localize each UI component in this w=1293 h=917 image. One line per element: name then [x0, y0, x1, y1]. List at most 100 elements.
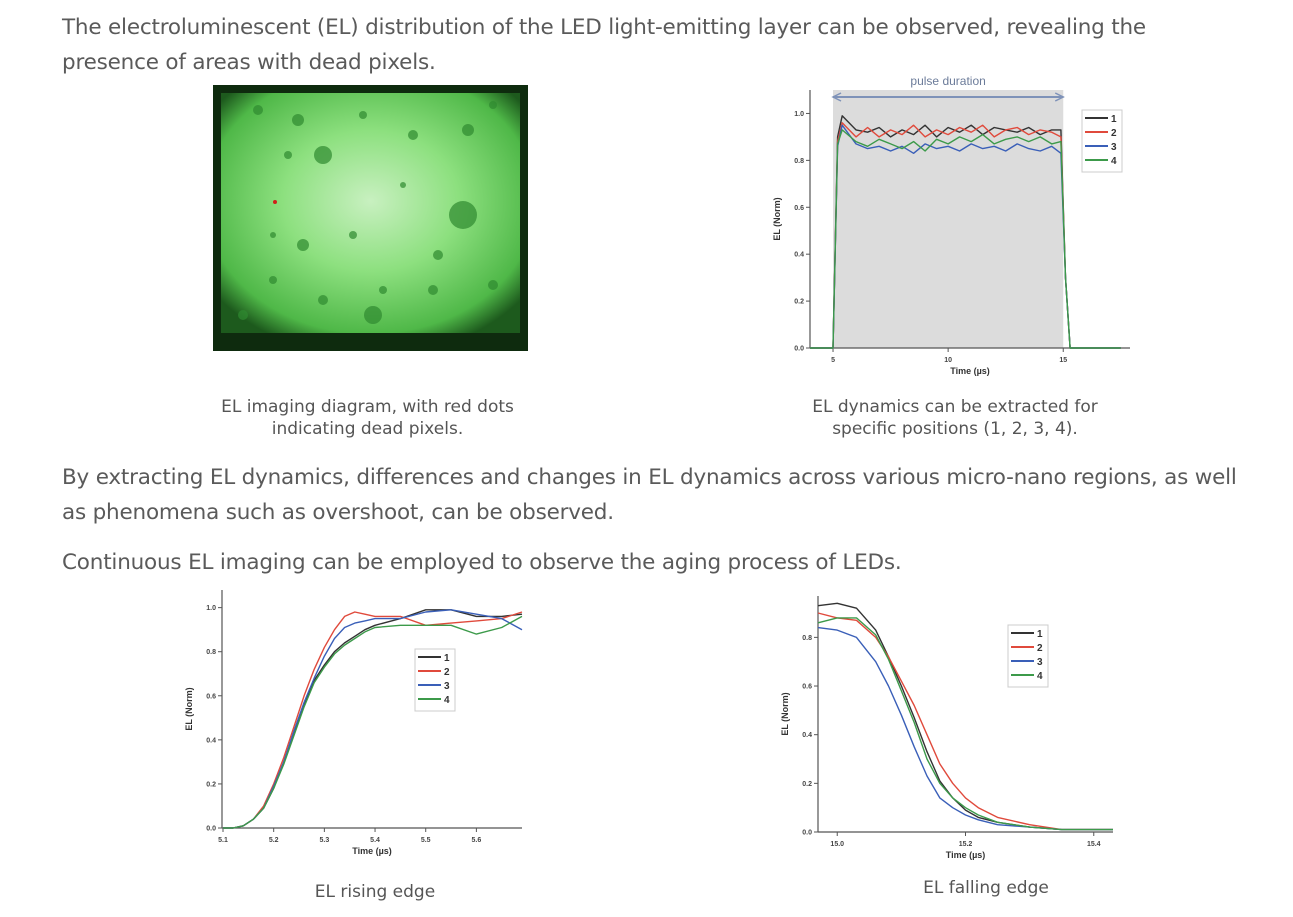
series-line-4 [810, 129, 1121, 349]
y-tick-label: 0.6 [206, 693, 216, 700]
series-line-2 [817, 612, 1113, 831]
y-tick-label: 0.0 [794, 346, 804, 353]
y-tick-label: 0.2 [794, 299, 804, 306]
x-tick-label: 15.0 [830, 841, 844, 848]
y-tick-label: 0.6 [794, 205, 804, 212]
x-tick-label: 15.2 [959, 841, 973, 848]
series-line-1 [810, 115, 1121, 349]
x-tick-label: 5.1 [218, 837, 228, 844]
rising-edge-caption: EL rising edge [314, 882, 436, 902]
legend-label: 2 [1037, 643, 1043, 654]
x-tick-label: 5.4 [370, 837, 380, 844]
series-line-2 [223, 611, 523, 829]
dark-spot [270, 232, 276, 238]
x-tick-label: 5 [831, 357, 835, 364]
y-tick-label: 1.0 [206, 605, 216, 612]
legend-label: 3 [1111, 142, 1117, 153]
intro-paragraph: The electroluminescent (EL) distribution… [62, 15, 1146, 75]
x-tick-label: 5.3 [319, 837, 329, 844]
dark-spot [400, 182, 406, 188]
x-tick-label: 5.5 [421, 837, 431, 844]
y-tick-label: 0.0 [802, 830, 812, 837]
shaded-pulse-region [833, 90, 1064, 348]
el-dynamics-caption: EL dynamics can be extracted for specifi… [770, 396, 1140, 440]
x-tick-label: 10 [944, 357, 952, 364]
legend-label: 1 [444, 653, 450, 664]
dark-spot [364, 306, 382, 324]
dark-spot [449, 201, 477, 229]
falling-edge-caption: EL falling edge [923, 878, 1049, 898]
y-axis-label: EL (Norm) [184, 687, 194, 730]
x-tick-label: 15.4 [1087, 841, 1101, 848]
dark-spot [428, 285, 438, 295]
dark-spot [238, 310, 248, 320]
y-tick-label: 0.4 [794, 252, 804, 259]
x-axis-label: Time (µs) [946, 850, 986, 860]
falling-edge-chart: 15.0 15.2 15.4 0.0 0.2 0.4 0.6 0.8 Time (µs) EL (… [780, 596, 1113, 860]
legend-label: 4 [1111, 156, 1117, 167]
caption-line: indicating dead pixels. [271, 419, 464, 439]
legend-box [414, 648, 456, 712]
y-tick-label: 0.8 [206, 649, 216, 656]
legend-box [1007, 624, 1049, 688]
y-tick-label: 0.6 [802, 684, 812, 691]
arrowhead [831, 92, 1065, 102]
dark-spot [269, 276, 277, 284]
el-image [213, 85, 528, 351]
dark-spot [314, 146, 332, 164]
dark-spot [408, 130, 418, 140]
series-line-4 [223, 615, 523, 829]
legend-label: 2 [1111, 128, 1117, 139]
series-line-1 [817, 602, 1113, 831]
dark-spot [349, 231, 357, 239]
dark-spot [488, 280, 498, 290]
dark-spot [489, 101, 497, 109]
el-dynamics-chart: pulse duration 5 10 15 0.0 0.2 0.4 0.6 0.8 1.0 Tim… [772, 74, 1130, 376]
y-tick-label: 0.0 [206, 826, 216, 833]
rising-edge-chart: 5.1 5.2 5.3 5.4 5.5 5.6 0.0 0.2 0.4 0.6 0.8 1.0 Time… [184, 590, 523, 856]
y-tick-label: 0.2 [206, 781, 216, 788]
dynamics-paragraph: By extracting EL dynamics, differences a… [62, 465, 1237, 525]
legend-label: 4 [1037, 671, 1043, 682]
dark-spot [292, 114, 304, 126]
dark-spot [379, 286, 387, 294]
aging-paragraph: Continuous EL imaging can be employed to… [62, 550, 902, 575]
legend-label: 2 [444, 667, 450, 678]
y-tick-label: 0.4 [206, 737, 216, 744]
dark-spot [433, 250, 443, 260]
x-tick-label: 5.6 [472, 837, 482, 844]
caption-line: EL imaging diagram, with red dots [221, 397, 514, 417]
series-line-3 [810, 124, 1121, 349]
legend-label: 1 [1037, 629, 1043, 640]
dark-spot [462, 124, 474, 136]
series-line-4 [817, 617, 1113, 831]
y-tick-label: 0.8 [794, 158, 804, 165]
pulse-duration-label: pulse duration [910, 74, 985, 88]
dark-spot [284, 151, 292, 159]
dark-spot [297, 239, 309, 251]
y-axis-label: EL (Norm) [772, 197, 782, 240]
series-line-3 [817, 626, 1113, 831]
y-tick-label: 1.0 [794, 111, 804, 118]
y-axis-label: EL (Norm) [780, 692, 790, 735]
caption-line: EL dynamics can be extracted for [812, 397, 1098, 417]
x-tick-label: 5.2 [269, 837, 279, 844]
caption-line: specific positions (1, 2, 3, 4). [832, 419, 1078, 439]
dark-spot [318, 295, 328, 305]
dark-spot [359, 111, 367, 119]
y-tick-label: 0.4 [802, 732, 812, 739]
legend-label: 3 [444, 681, 450, 692]
y-tick-label: 0.8 [802, 635, 812, 642]
series-line-2 [810, 122, 1121, 349]
x-tick-label: 15 [1059, 357, 1067, 364]
x-axis-label: Time (µs) [950, 366, 990, 376]
legend-box [1081, 109, 1123, 173]
el-image-caption: EL imaging diagram, with red dots indica… [190, 396, 545, 440]
legend-label: 1 [1111, 114, 1117, 125]
legend-label: 3 [1037, 657, 1043, 668]
dead-pixel-marker [273, 200, 277, 204]
legend-label: 4 [444, 695, 450, 706]
y-tick-label: 0.2 [802, 781, 812, 788]
dark-spot [253, 105, 263, 115]
x-axis-label: Time (µs) [352, 846, 392, 856]
